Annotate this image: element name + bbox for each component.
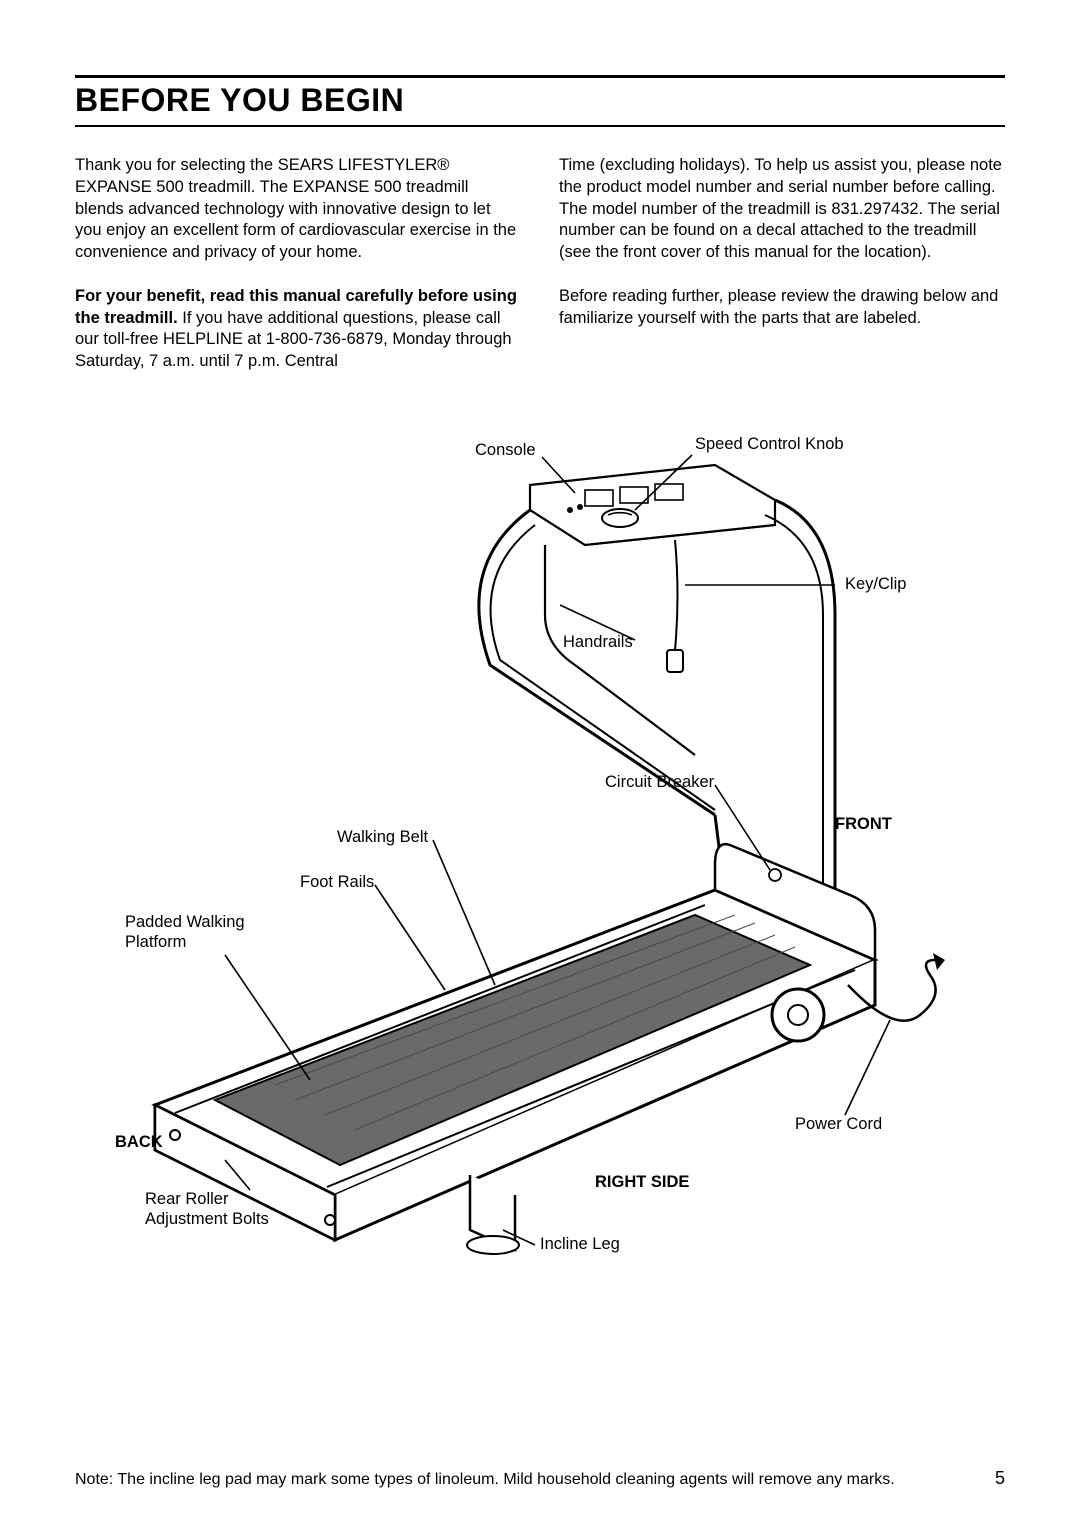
column-right: Time (excluding holidays). To help us as… xyxy=(559,155,1005,395)
label-front: FRONT xyxy=(835,815,892,834)
console-shape xyxy=(530,465,775,545)
label-padded-platform-l2: Platform xyxy=(125,933,186,952)
treadmill-diagram: Console Speed Control Knob Key/Clip Hand… xyxy=(75,415,1005,1295)
text-columns: Thank you for selecting the SEARS LIFEST… xyxy=(75,155,1005,395)
col1-para1: Thank you for selecting the SEARS LIFEST… xyxy=(75,155,521,264)
page: BEFORE YOU BEGIN Thank you for selecting… xyxy=(0,0,1080,1531)
label-back: BACK xyxy=(115,1133,163,1152)
label-walking-belt: Walking Belt xyxy=(337,828,428,847)
label-rear-roller-l1: Rear Roller xyxy=(145,1190,228,1209)
label-console: Console xyxy=(475,441,536,460)
footer-note: Note: The incline leg pad may mark some … xyxy=(75,1471,895,1489)
deck-shape xyxy=(155,844,875,1240)
col2-para1: Time (excluding holidays). To help us as… xyxy=(559,155,1005,264)
label-foot-rails: Foot Rails xyxy=(300,873,374,892)
footer: Note: The incline leg pad may mark some … xyxy=(75,1468,1005,1489)
keyclip-shape xyxy=(667,540,683,672)
page-number: 5 xyxy=(995,1468,1005,1489)
label-rear-roller-l2: Adjustment Bolts xyxy=(145,1210,269,1229)
incline-leg-shape xyxy=(467,1175,519,1254)
label-circuit-breaker: Circuit Breaker xyxy=(605,773,714,792)
page-title: BEFORE YOU BEGIN xyxy=(75,82,1005,119)
col2-para2: Before reading further, please review th… xyxy=(559,286,1005,330)
top-rule xyxy=(75,75,1005,78)
front-wheel-shape xyxy=(772,989,824,1041)
label-key-clip: Key/Clip xyxy=(845,575,906,594)
label-incline-leg: Incline Leg xyxy=(540,1235,620,1254)
label-handrails: Handrails xyxy=(563,633,633,652)
label-power-cord: Power Cord xyxy=(795,1115,882,1134)
label-speed-knob: Speed Control Knob xyxy=(695,435,844,454)
treadmill-svg xyxy=(75,415,1005,1295)
title-underline xyxy=(75,125,1005,127)
column-left: Thank you for selecting the SEARS LIFEST… xyxy=(75,155,521,395)
col1-para2: For your benefit, read this manual caref… xyxy=(75,286,521,373)
label-right-side: RIGHT SIDE xyxy=(595,1173,689,1192)
label-padded-platform-l1: Padded Walking xyxy=(125,913,245,932)
